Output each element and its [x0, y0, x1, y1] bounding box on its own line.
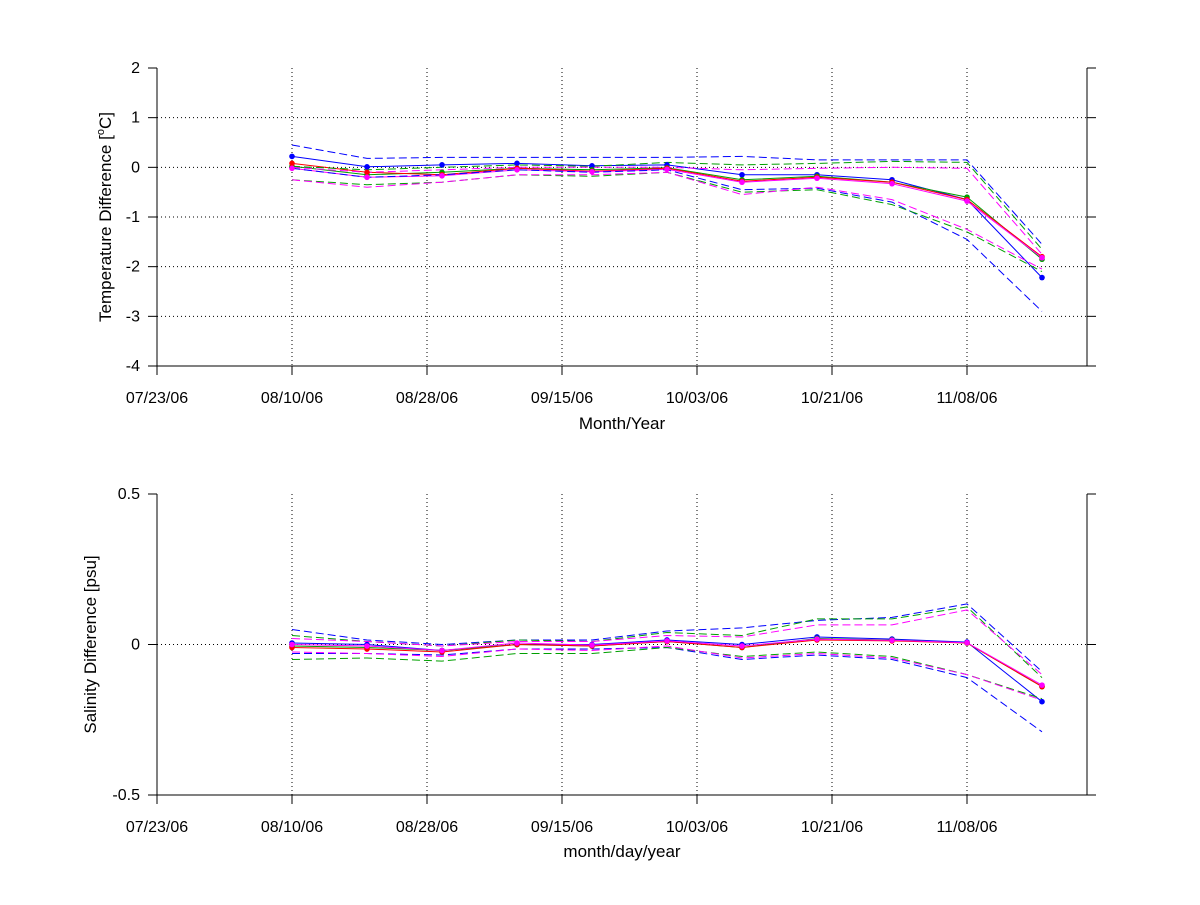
data-point	[289, 153, 295, 160]
data-point	[589, 163, 595, 169]
bound-line-9	[291, 171, 1043, 270]
y-tick-label: 0	[131, 637, 140, 654]
y-tick-label: -4	[126, 358, 140, 375]
y-axis-label: Salinity Difference [psu]	[81, 555, 100, 733]
y-tick-label: -2	[126, 259, 140, 276]
bound-line-9	[291, 645, 1043, 701]
x-tick-label: 10/03/06	[666, 819, 728, 836]
y-tick-label: 0.5	[118, 486, 140, 503]
data-point	[364, 643, 370, 649]
data-point	[289, 641, 295, 648]
data-point	[1039, 682, 1045, 688]
data-point	[289, 160, 295, 167]
y-tick-label: -3	[126, 308, 140, 325]
data-point	[664, 166, 670, 173]
data-point	[289, 165, 295, 172]
bound-line-7	[291, 171, 1043, 273]
x-tick-label: 10/21/06	[801, 819, 863, 836]
data-point	[964, 198, 970, 204]
data-point	[1039, 254, 1045, 261]
data-line-0	[291, 636, 1043, 703]
data-point	[364, 169, 370, 176]
bound-line-4	[291, 144, 1043, 245]
data-point	[814, 636, 820, 642]
data-point	[514, 160, 520, 167]
y-tick-label: -1	[126, 209, 140, 226]
data-point	[814, 175, 820, 182]
data-line-2	[291, 162, 1043, 258]
x-tick-label: 11/08/06	[936, 390, 997, 407]
y-axis-label: Temperature Difference [oC]	[95, 112, 115, 322]
data-point	[364, 174, 370, 181]
data-point	[889, 637, 895, 644]
bound-line-7	[291, 646, 1043, 700]
salinity-panel: 0.5 0 -0.5 07/23/06 08/10/06 08/28/06 09/15/06…	[81, 486, 1096, 861]
data-point	[1039, 698, 1045, 705]
x-tick-label: 10/03/06	[666, 390, 728, 407]
bound-line-6	[291, 160, 1043, 250]
x-tick-label: 09/15/06	[531, 390, 593, 407]
data-point	[1039, 274, 1045, 281]
x-tick-label: 09/15/06	[531, 819, 593, 836]
x-tick-label: 11/08/06	[936, 819, 997, 836]
x-tick-label: 08/28/06	[396, 390, 458, 407]
data-point	[514, 167, 520, 173]
x-tick-label: 07/23/06	[126, 390, 188, 407]
x-tick-label: 07/23/06	[126, 819, 188, 836]
x-tick-label: 10/21/06	[801, 390, 863, 407]
x-axis-label: Month/Year	[579, 414, 666, 433]
data-point	[664, 638, 670, 644]
x-tick-label: 08/10/06	[261, 819, 323, 836]
data-point	[739, 171, 745, 178]
data-point	[739, 643, 745, 649]
bound-line-4	[291, 603, 1043, 672]
data-line-2	[291, 639, 1043, 688]
y-tick-label: 0	[131, 159, 140, 176]
data-point	[589, 642, 595, 648]
data-line-3	[291, 167, 1043, 259]
data-point	[364, 164, 370, 170]
x-tick-label: 08/28/06	[396, 819, 458, 836]
x-axis-label: month/day/year	[563, 842, 681, 861]
x-tick-label: 08/10/06	[261, 390, 323, 407]
data-point	[739, 179, 745, 186]
data-point	[439, 172, 445, 179]
bound-line-5	[292, 646, 1043, 733]
y-tick-label: -0.5	[112, 787, 140, 804]
data-line-1	[291, 165, 1043, 260]
data-point	[889, 180, 895, 187]
data-point	[589, 169, 595, 175]
bound-line-8	[291, 609, 1043, 675]
data-point	[439, 647, 445, 654]
y-tick-label: 2	[131, 60, 140, 77]
data-point	[439, 162, 445, 168]
data-point	[514, 640, 520, 646]
data-point	[964, 639, 970, 646]
y-tick-label: 1	[131, 110, 140, 127]
bound-line-8	[291, 166, 1043, 255]
temperature-panel: 2 1 0 -1 -2 -3 -4 07/23/06 08/10/06 08/28/06 09/15…	[95, 60, 1096, 433]
